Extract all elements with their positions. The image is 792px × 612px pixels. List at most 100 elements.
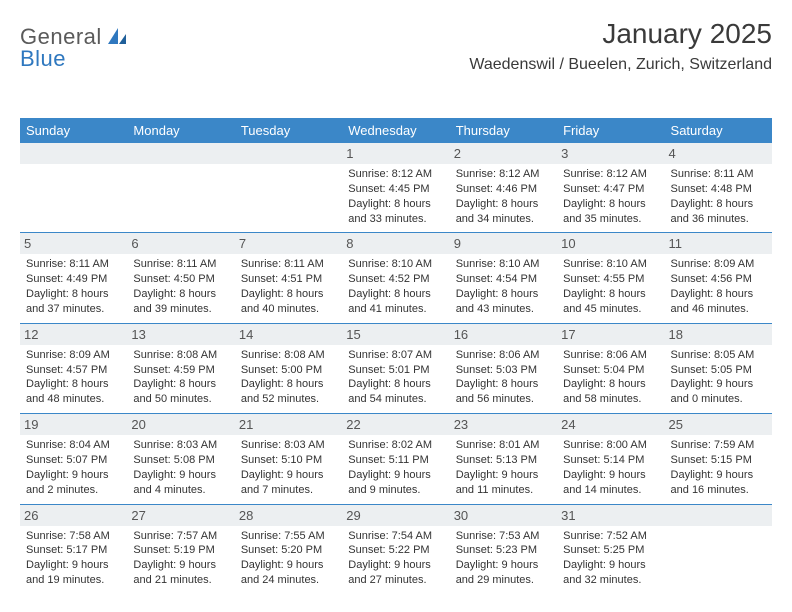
- sunset-line: Sunset: 4:50 PM: [133, 272, 228, 287]
- day-number: 21: [235, 414, 342, 435]
- day-cell: 18Sunrise: 8:05 AMSunset: 5:05 PMDayligh…: [665, 323, 772, 413]
- sunrise-line: Sunrise: 7:57 AM: [133, 529, 228, 544]
- day-number: 23: [450, 414, 557, 435]
- day-cell: [20, 143, 127, 233]
- day-number: 24: [557, 414, 664, 435]
- sunrise-line: Sunrise: 7:52 AM: [563, 529, 658, 544]
- daylight-line: Daylight: 8 hours and 36 minutes.: [671, 197, 766, 227]
- day-cell: 13Sunrise: 8:08 AMSunset: 4:59 PMDayligh…: [127, 323, 234, 413]
- day-number: 20: [127, 414, 234, 435]
- sunset-line: Sunset: 5:20 PM: [241, 543, 336, 558]
- title-block: January 2025 Waedenswil / Bueelen, Zuric…: [469, 18, 772, 84]
- day-cell: 1Sunrise: 8:12 AMSunset: 4:45 PMDaylight…: [342, 143, 449, 233]
- sunrise-line: Sunrise: 7:53 AM: [456, 529, 551, 544]
- calendar-body: 1Sunrise: 8:12 AMSunset: 4:45 PMDaylight…: [20, 143, 772, 594]
- daylight-line: Daylight: 8 hours and 46 minutes.: [671, 287, 766, 317]
- dow-tuesday: Tuesday: [235, 118, 342, 143]
- day-cell: 4Sunrise: 8:11 AMSunset: 4:48 PMDaylight…: [665, 143, 772, 233]
- day-number: 16: [450, 324, 557, 345]
- daylight-line: Daylight: 8 hours and 50 minutes.: [133, 377, 228, 407]
- sunset-line: Sunset: 5:08 PM: [133, 453, 228, 468]
- day-number: 22: [342, 414, 449, 435]
- day-info: Sunrise: 8:10 AMSunset: 4:54 PMDaylight:…: [456, 257, 551, 316]
- daylight-line: Daylight: 9 hours and 11 minutes.: [456, 468, 551, 498]
- sunset-line: Sunset: 4:54 PM: [456, 272, 551, 287]
- day-info: Sunrise: 8:12 AMSunset: 4:47 PMDaylight:…: [563, 167, 658, 226]
- sunrise-line: Sunrise: 8:09 AM: [671, 257, 766, 272]
- sunrise-line: Sunrise: 8:11 AM: [26, 257, 121, 272]
- day-cell: 27Sunrise: 7:57 AMSunset: 5:19 PMDayligh…: [127, 504, 234, 594]
- day-cell: 12Sunrise: 8:09 AMSunset: 4:57 PMDayligh…: [20, 323, 127, 413]
- day-number: 19: [20, 414, 127, 435]
- calendar-table: Sunday Monday Tuesday Wednesday Thursday…: [20, 118, 772, 594]
- day-number: 4: [665, 143, 772, 164]
- day-number: 13: [127, 324, 234, 345]
- week-row: 26Sunrise: 7:58 AMSunset: 5:17 PMDayligh…: [20, 504, 772, 594]
- day-info: Sunrise: 8:12 AMSunset: 4:45 PMDaylight:…: [348, 167, 443, 226]
- sunrise-line: Sunrise: 8:04 AM: [26, 438, 121, 453]
- dow-friday: Friday: [557, 118, 664, 143]
- day-info: Sunrise: 7:55 AMSunset: 5:20 PMDaylight:…: [241, 529, 336, 588]
- day-cell: 24 Sunrise: 8:00 AMSunset: 5:14 PMDayligh…: [557, 414, 664, 504]
- day-number: [20, 143, 127, 164]
- daylight-line: Daylight: 8 hours and 33 minutes.: [348, 197, 443, 227]
- day-info: Sunrise: 8:12 AMSunset: 4:46 PMDaylight:…: [456, 167, 551, 226]
- daylight-line: Daylight: 8 hours and 34 minutes.: [456, 197, 551, 227]
- sunrise-line: Sunrise: 7:55 AM: [241, 529, 336, 544]
- day-info: Sunrise: 7:58 AMSunset: 5:17 PMDaylight:…: [26, 529, 121, 588]
- brand-name-b: Blue: [20, 46, 66, 71]
- day-number: 8: [342, 233, 449, 254]
- day-info: Sunrise: 8:06 AMSunset: 5:04 PMDaylight:…: [563, 348, 658, 407]
- day-cell: 16Sunrise: 8:06 AMSunset: 5:03 PMDayligh…: [450, 323, 557, 413]
- daylight-line: Daylight: 9 hours and 0 minutes.: [671, 377, 766, 407]
- location-line: Waedenswil / Bueelen, Zurich, Switzerlan…: [469, 56, 772, 74]
- daylight-line: Daylight: 8 hours and 52 minutes.: [241, 377, 336, 407]
- daylight-line: Daylight: 8 hours and 43 minutes.: [456, 287, 551, 317]
- day-info: Sunrise: 8:01 AMSunset: 5:13 PMDaylight:…: [456, 438, 551, 497]
- day-cell: 19Sunrise: 8:04 AMSunset: 5:07 PMDayligh…: [20, 414, 127, 504]
- sunset-line: Sunset: 5:00 PM: [241, 363, 336, 378]
- sunrise-line: Sunrise: 8:11 AM: [133, 257, 228, 272]
- sunrise-line: Sunrise: 8:11 AM: [671, 167, 766, 182]
- sunrise-line: Sunrise: 8:09 AM: [26, 348, 121, 363]
- day-cell: 10 Sunrise: 8:10 AMSunset: 4:55 PMDayligh…: [557, 233, 664, 323]
- sunrise-line: Sunrise: 8:10 AM: [348, 257, 443, 272]
- dow-header-row: Sunday Monday Tuesday Wednesday Thursday…: [20, 118, 772, 143]
- sunrise-line: Sunrise: 8:03 AM: [241, 438, 336, 453]
- calendar-page: General January 2025 Waedenswil / Bueele…: [0, 0, 792, 594]
- sunset-line: Sunset: 5:03 PM: [456, 363, 551, 378]
- day-info: Sunrise: 8:07 AMSunset: 5:01 PMDaylight:…: [348, 348, 443, 407]
- day-info: Sunrise: 8:10 AMSunset: 4:55 PMDaylight:…: [563, 257, 658, 316]
- day-cell: 9Sunrise: 8:10 AMSunset: 4:54 PMDaylight…: [450, 233, 557, 323]
- day-number: 17: [557, 324, 664, 345]
- day-cell: [665, 504, 772, 594]
- day-number: 29: [342, 505, 449, 526]
- day-number: [235, 143, 342, 164]
- day-cell: 22 Sunrise: 8:02 AMSunset: 5:11 PMDayligh…: [342, 414, 449, 504]
- day-info: Sunrise: 8:11 AMSunset: 4:51 PMDaylight:…: [241, 257, 336, 316]
- day-cell: [235, 143, 342, 233]
- sunset-line: Sunset: 5:14 PM: [563, 453, 658, 468]
- sunrise-line: Sunrise: 8:12 AM: [348, 167, 443, 182]
- day-info: Sunrise: 7:57 AMSunset: 5:19 PMDaylight:…: [133, 529, 228, 588]
- sunrise-line: Sunrise: 8:10 AM: [456, 257, 551, 272]
- day-cell: 29Sunrise: 7:54 AMSunset: 5:22 PMDayligh…: [342, 504, 449, 594]
- dow-thursday: Thursday: [450, 118, 557, 143]
- day-number: [665, 505, 772, 526]
- day-cell: 14Sunrise: 8:08 AMSunset: 5:00 PMDayligh…: [235, 323, 342, 413]
- sunrise-line: Sunrise: 8:00 AM: [563, 438, 658, 453]
- day-number: 10: [557, 233, 664, 254]
- sunset-line: Sunset: 5:05 PM: [671, 363, 766, 378]
- sunrise-line: Sunrise: 8:01 AM: [456, 438, 551, 453]
- daylight-line: Daylight: 9 hours and 14 minutes.: [563, 468, 658, 498]
- day-info: Sunrise: 8:03 AMSunset: 5:08 PMDaylight:…: [133, 438, 228, 497]
- sunset-line: Sunset: 4:51 PM: [241, 272, 336, 287]
- day-info: Sunrise: 8:05 AMSunset: 5:05 PMDaylight:…: [671, 348, 766, 407]
- daylight-line: Daylight: 9 hours and 4 minutes.: [133, 468, 228, 498]
- day-info: Sunrise: 8:02 AMSunset: 5:11 PMDaylight:…: [348, 438, 443, 497]
- sunrise-line: Sunrise: 8:02 AM: [348, 438, 443, 453]
- daylight-line: Daylight: 9 hours and 21 minutes.: [133, 558, 228, 588]
- sunset-line: Sunset: 5:11 PM: [348, 453, 443, 468]
- day-info: Sunrise: 7:53 AMSunset: 5:23 PMDaylight:…: [456, 529, 551, 588]
- day-number: 11: [665, 233, 772, 254]
